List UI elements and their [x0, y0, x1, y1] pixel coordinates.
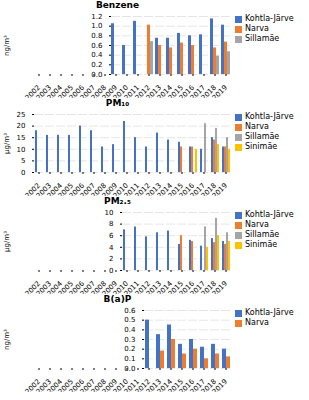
svg-text:0: 0	[21, 169, 25, 177]
svg-text:25: 25	[17, 111, 26, 119]
svg-text:10: 10	[105, 209, 114, 217]
svg-text:0.6: 0.6	[91, 42, 103, 50]
svg-text:5: 5	[21, 157, 25, 165]
html-text:PM₁₀: PM₁₀	[105, 98, 130, 108]
svg-text:μg/m³: μg/m³	[3, 231, 11, 252]
html-text:Sillamäe: Sillamäe	[245, 34, 280, 43]
svg-text:15: 15	[17, 134, 26, 142]
svg-text:2019: 2019	[211, 84, 229, 98]
html-text:B(a)P: B(a)P	[103, 294, 132, 304]
html-text:Sillamäe: Sillamäe	[245, 132, 280, 141]
svg-text:0.2: 0.2	[91, 61, 102, 69]
svg-text:0.1: 0.1	[124, 355, 135, 363]
svg-text:0: 0	[109, 267, 113, 275]
svg-text:0.2: 0.2	[124, 345, 135, 353]
html-text:Narva: Narva	[245, 318, 269, 327]
svg-text:0.4: 0.4	[124, 326, 136, 334]
html-text:Narva: Narva	[245, 220, 269, 229]
svg-text:ng/m³: ng/m³	[3, 329, 11, 350]
svg-text:2019: 2019	[211, 378, 229, 392]
html-text:PM₂.₅: PM₂.₅	[104, 196, 131, 206]
svg-text:0.8: 0.8	[91, 32, 102, 40]
html-text:Kohtla-Järve: Kohtla-Järve	[245, 14, 294, 23]
svg-text:20: 20	[17, 122, 26, 130]
html-text:Sinimäe: Sinimäe	[245, 142, 278, 151]
svg-text:2: 2	[109, 255, 113, 263]
svg-text:4: 4	[109, 244, 114, 252]
svg-text:ng/m³: ng/m³	[3, 35, 11, 56]
svg-text:8: 8	[109, 220, 113, 228]
html-text:Benzene: Benzene	[95, 0, 140, 10]
svg-text:10: 10	[17, 146, 26, 154]
svg-text:μg/m³: μg/m³	[3, 133, 11, 154]
html-text:Sillamäe: Sillamäe	[245, 230, 280, 239]
svg-text:1.0: 1.0	[91, 22, 102, 30]
html-text:Kohtla-Järve: Kohtla-Järve	[245, 210, 294, 219]
svg-text:0.0: 0.0	[91, 71, 102, 79]
svg-text:2019: 2019	[211, 182, 229, 196]
svg-text:0.4: 0.4	[91, 51, 103, 59]
svg-text:2019: 2019	[211, 280, 229, 294]
svg-text:6: 6	[109, 232, 114, 240]
svg-text:1.2: 1.2	[91, 13, 102, 21]
html-text:Kohtla-Järve: Kohtla-Järve	[245, 112, 294, 121]
html-text:Narva: Narva	[245, 24, 269, 33]
svg-text:0.0: 0.0	[124, 365, 135, 373]
svg-text:0.5: 0.5	[124, 316, 135, 324]
html-text:Narva: Narva	[245, 122, 269, 131]
svg-text:0.6: 0.6	[124, 307, 136, 315]
html-text:Sinimäe: Sinimäe	[245, 240, 278, 249]
html-text:Kohtla-Järve: Kohtla-Järve	[245, 308, 294, 317]
svg-text:0.3: 0.3	[124, 336, 135, 344]
